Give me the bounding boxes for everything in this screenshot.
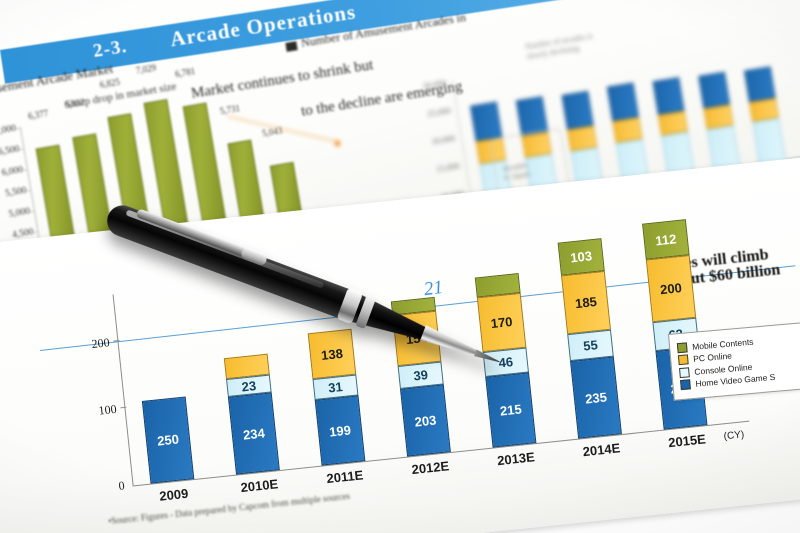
bottom-ytick: 0 xyxy=(117,478,126,493)
callout-leader-dot-icon xyxy=(335,141,340,146)
bottom-seg-mobile: 103 xyxy=(557,238,605,276)
pen-metal-nose xyxy=(420,325,484,362)
bottom-seg-home-video: 199 xyxy=(314,395,366,466)
bottom-seg-pc-online: 185 xyxy=(561,270,611,335)
left-bar-label: 6,825 xyxy=(99,76,121,90)
bottom-seg-mobile: 112 xyxy=(642,219,690,260)
legend-swatch-pc-online-icon xyxy=(677,354,689,366)
right-ytick: 15,000 xyxy=(435,160,461,174)
bottom-ytick: 200 xyxy=(90,335,111,351)
left-ytick: 7,000 xyxy=(0,123,17,138)
bottom-chart-y-axis xyxy=(112,294,134,486)
legend-marker-square-icon xyxy=(285,41,298,52)
bottom-seg-home-video: 215 xyxy=(485,372,537,448)
bottom-chart-legend: Mobile Contents PC Online Console Online… xyxy=(668,319,800,401)
bottom-seg-home-video: 203 xyxy=(400,384,451,457)
legend-swatch-mobile-icon xyxy=(676,341,688,353)
bottom-xtick: 2015E xyxy=(667,431,707,451)
bottom-seg-home-video: 250 xyxy=(141,396,195,484)
bottom-seg-home-video: 235 xyxy=(570,356,622,439)
pen-tip xyxy=(474,350,501,366)
bottom-seg-pc-online: 138 xyxy=(307,328,357,380)
legend-swatch-console-online-icon xyxy=(678,366,690,378)
left-ytick: 5,000 xyxy=(8,206,31,220)
right-ytick: 20,000 xyxy=(431,132,456,147)
legend-label: PC Online xyxy=(692,350,733,364)
section-number: 2-3. xyxy=(91,36,129,62)
right-ytick: 25,000 xyxy=(426,105,452,119)
bottom-xtick: 2011E xyxy=(325,467,364,487)
left-ytick: 6,500 xyxy=(0,144,21,158)
bottom-xtick: 2010E xyxy=(239,476,279,496)
left-bar-label: 6,377 xyxy=(27,108,49,122)
left-ytick: 5,500 xyxy=(4,185,28,200)
left-bar-label: 6,781 xyxy=(174,65,196,80)
legend-swatch-home-video-icon xyxy=(680,379,691,391)
bottom-xtick: 2013E xyxy=(496,449,536,469)
bottom-xtick: 2009 xyxy=(158,485,189,504)
bottom-seg-pc-online: 200 xyxy=(645,254,697,323)
bottom-chart-cy-label: (CY) xyxy=(723,429,745,443)
left-ytick: 6,000 xyxy=(1,165,24,179)
left-bar-label: 5,731 xyxy=(219,103,241,117)
bottom-ytick: 100 xyxy=(97,401,118,418)
bottom-xtick: 2012E xyxy=(410,458,450,478)
bottom-xtick: 2014E xyxy=(581,440,621,460)
bottom-seg-home-video: 234 xyxy=(227,392,280,475)
